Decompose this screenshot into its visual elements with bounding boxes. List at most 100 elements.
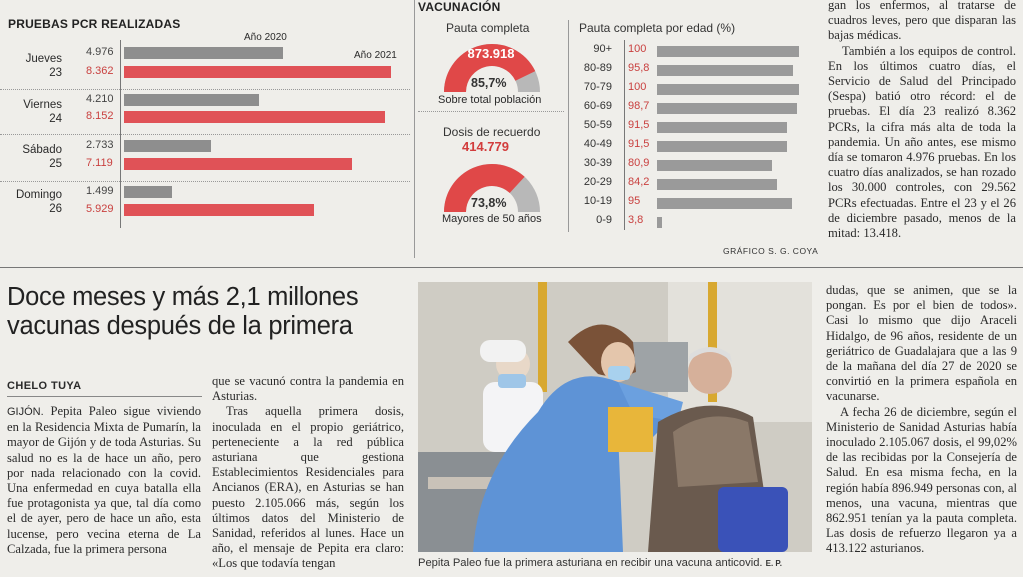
age-bar — [657, 179, 777, 190]
pcr-legend-2021: Año 2021 — [354, 50, 397, 61]
pcr-bar-2020 — [124, 47, 284, 59]
pauta-caption: Sobre total población — [438, 94, 542, 106]
pcr-row: Sábado 25 2.733 7.119 — [0, 135, 410, 181]
author: CHELO TUYA — [7, 380, 82, 392]
dosis-title: Dosis de recuerdo — [443, 125, 541, 139]
paragraph: Tras aquella primera dosis, inoculada en… — [212, 404, 404, 571]
paragraph: También a los equipos de control. En los… — [828, 43, 1016, 241]
pcr-day-name: Sábado — [22, 144, 62, 156]
pauta-title: Pauta completa — [446, 21, 530, 35]
photo-caption: Pepita Paleo fue la primera asturiana en… — [418, 557, 782, 569]
caption-text: Pepita Paleo fue la primera asturiana en… — [418, 557, 763, 569]
pcr-bar-2021 — [124, 204, 314, 216]
pcr-value-2020: 2.733 — [86, 139, 114, 151]
age-label: 80-89 — [583, 62, 612, 74]
age-label: 30-39 — [583, 157, 612, 169]
pcr-row: Domingo 26 1.499 5.929 — [0, 182, 410, 228]
age-row: 60-69 98,7 — [578, 100, 818, 119]
paragraph: gan los enfermos, al tratarse de cuadros… — [828, 0, 1016, 43]
pcr-value-2021: 8.362 — [86, 65, 114, 77]
vaccination-photo-illustration — [418, 282, 812, 552]
paragraph: dudas, que se animen, que se la pongan. … — [826, 283, 1017, 404]
gauge-fill — [444, 163, 525, 212]
article-column-3: dudas, que se animen, que se la pongan. … — [826, 283, 1017, 557]
age-bar — [657, 103, 798, 114]
pcr-day-name: Domingo — [15, 189, 62, 201]
age-axis — [624, 40, 625, 230]
age-label: 40-49 — [583, 138, 612, 150]
age-row: 0-9 3,8 — [578, 214, 818, 233]
headline-line-1: Doce meses y más 2,1 millones — [7, 283, 359, 311]
pcr-separator — [0, 181, 410, 182]
gauge-separator — [418, 111, 564, 112]
age-value: 91,5 — [628, 138, 650, 150]
pcr-separator — [0, 134, 410, 135]
age-value: 3,8 — [628, 214, 644, 226]
age-row: 40-49 91,5 — [578, 138, 818, 157]
pcr-title: PRUEBAS PCR REALIZADAS — [8, 17, 181, 31]
age-label: 90+ — [593, 43, 612, 55]
pcr-bar-2021 — [124, 111, 385, 123]
panel-divider — [568, 20, 569, 232]
age-value: 100 — [628, 43, 647, 55]
photo-credit: E. P. — [765, 559, 782, 568]
right-top-column: gan los enfermos, al tratarse de cuadros… — [828, 0, 1016, 241]
pcr-legend-2020: Año 2020 — [244, 32, 287, 43]
age-label: 70-79 — [583, 81, 612, 93]
age-bar — [657, 217, 663, 228]
age-bar — [657, 198, 792, 209]
vac-title: VACUNACIÓN — [418, 0, 501, 14]
pcr-bar-2021 — [124, 66, 392, 78]
article-column-2: que se vacunó contra la pandemia en Astu… — [212, 374, 404, 572]
dateline: GIJÓN. — [7, 406, 44, 418]
pauta-gauge — [444, 43, 540, 92]
pcr-row: Viernes 24 4.210 8.152 — [0, 90, 410, 136]
gauge-fill — [444, 43, 536, 92]
pcr-value-2021: 7.119 — [86, 157, 113, 169]
headline: Doce meses y más 2,1 millones vacunas de… — [7, 283, 359, 341]
dosis-caption: Mayores de 50 años — [442, 213, 542, 225]
author-rule — [7, 396, 202, 397]
age-bar — [657, 65, 794, 76]
pauta-number: 873.918 — [467, 46, 515, 61]
pcr-day-name: Viernes — [23, 99, 62, 111]
age-label: 10-19 — [583, 195, 612, 207]
age-value: 80,9 — [628, 157, 650, 169]
pcr-chart: PRUEBAS PCR REALIZADAS Año 2020 Año 2021… — [0, 0, 412, 238]
pcr-day-number: 23 — [49, 67, 62, 79]
dosis-percent: 73,8% — [471, 196, 507, 210]
pcr-day-number: 26 — [49, 203, 62, 215]
age-title: Pauta completa por edad (%) — [579, 21, 736, 35]
dosis-gauge — [444, 163, 540, 212]
pcr-bar-2021 — [124, 158, 352, 170]
age-value: 95 — [628, 195, 641, 207]
pauta-percent: 85,7% — [471, 76, 507, 90]
pcr-day-number: 24 — [49, 113, 62, 125]
paragraph: A fecha 26 de diciembre, según el Minist… — [826, 404, 1017, 556]
pcr-day-name: Jueves — [25, 53, 62, 65]
article-photo — [418, 282, 812, 552]
pcr-bar-2020 — [124, 140, 212, 152]
age-label: 0-9 — [596, 214, 612, 226]
age-bar — [657, 160, 772, 171]
pcr-value-2021: 8.152 — [86, 110, 114, 122]
age-row: 70-79 100 — [578, 81, 818, 100]
column-divider — [414, 0, 415, 258]
age-row: 20-29 84,2 — [578, 176, 818, 195]
headline-line-2: vacunas después de la primera — [7, 312, 353, 340]
age-label: 60-69 — [583, 100, 612, 112]
age-row: 10-19 95 — [578, 195, 818, 214]
pcr-day: Viernes 24 — [0, 98, 62, 126]
pcr-bar-2020 — [124, 94, 259, 106]
age-label: 20-29 — [583, 176, 612, 188]
age-bar — [657, 84, 799, 95]
age-value: 98,7 — [628, 100, 650, 112]
age-value: 84,2 — [628, 176, 650, 188]
section-rule — [0, 267, 1023, 268]
age-bar — [657, 122, 787, 133]
paragraph: que se vacunó contra la pandemia en Astu… — [212, 374, 404, 404]
pcr-row: Jueves 23 4.976 8.362 — [0, 42, 410, 88]
age-value: 100 — [628, 81, 647, 93]
pcr-day: Domingo 26 — [0, 188, 62, 216]
age-row: 90+ 100 — [578, 43, 818, 62]
